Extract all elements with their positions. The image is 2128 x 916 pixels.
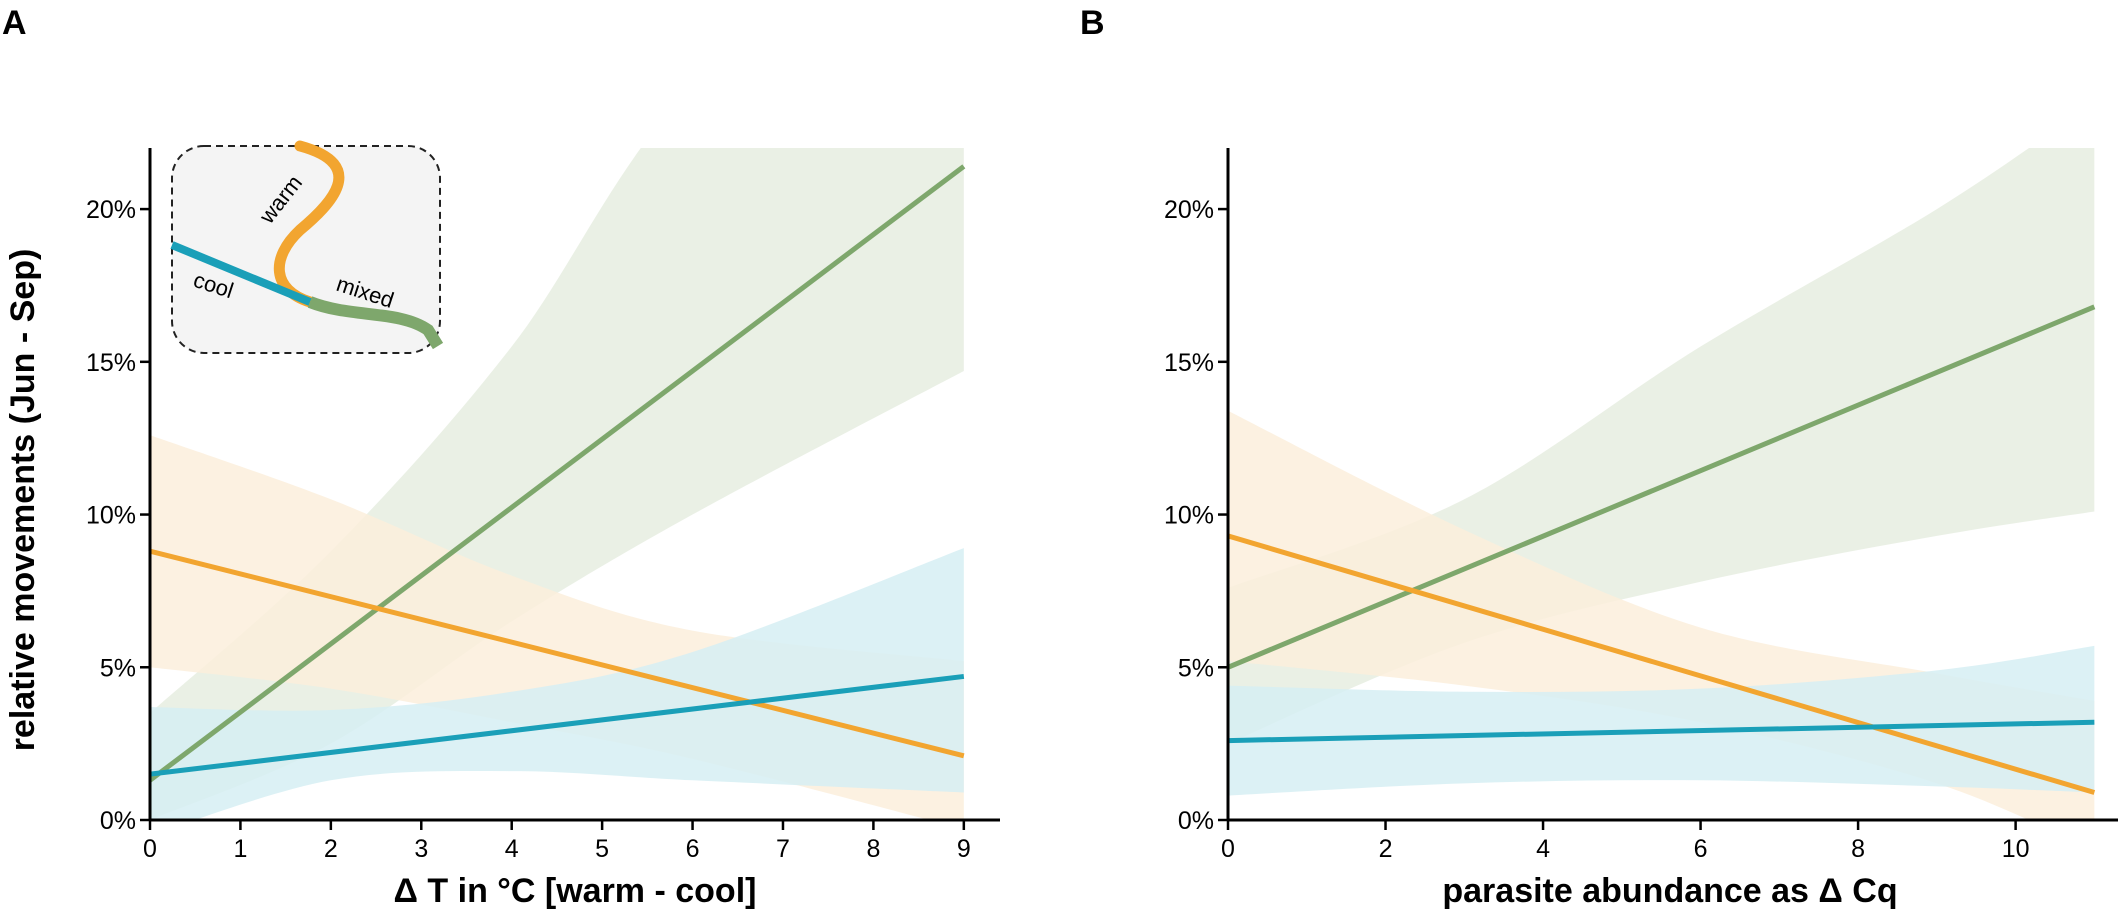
warm-stream-shape: [273, 140, 345, 308]
panel-a-y-tick-label: 0%: [100, 807, 136, 835]
panel-b-y-tick-label: 15%: [1164, 349, 1214, 377]
panel-a-y-tick-label: 10%: [86, 502, 136, 530]
panel-b-y-tick-label: 0%: [1178, 807, 1214, 835]
panel-b-cool-confidence-band: [1228, 645, 2095, 796]
panel-a-x-tick-label: 6: [686, 835, 700, 863]
panel-a-x-tick-label: 5: [595, 835, 609, 863]
panel-a-y-tick-label: 20%: [86, 196, 136, 224]
panel-b-warm-trend-line: [1228, 533, 2096, 795]
panel-a-y-tick-label: 5%: [100, 654, 136, 682]
panel-a-x-tick-label: 2: [324, 835, 338, 863]
panel-a-cool-trend-line: [150, 673, 965, 777]
panel-b-mixed-trend-line: [1228, 304, 2096, 670]
panel-a-x-tick-label: 8: [866, 835, 880, 863]
panel-a-x-tick-label: 4: [505, 835, 519, 863]
panel-letter-b: B: [1080, 4, 1105, 42]
panel-a-x-tick-label: 7: [776, 835, 790, 863]
panel-a-warm-trend-line: [150, 548, 965, 759]
panel-b-x-axis-title: parasite abundance as Δ Cq: [1442, 872, 1897, 910]
panel-a-confidence-bands: [150, 148, 964, 820]
panel-b-y-tick-label: 5%: [1178, 654, 1214, 682]
river-inset-diagram: warm cool mixed: [170, 140, 444, 354]
cool-stream-shape: [170, 241, 312, 306]
panel-a-lines: [150, 164, 966, 783]
panel-b-axes: 0% 5% 10% 15% 20% 0 2 4 6 8 10: [1164, 148, 2118, 863]
panel-b-x-tick-label: 10: [2002, 835, 2030, 863]
panel-b-x-tick-label: 4: [1536, 835, 1550, 863]
panel-a-x-tick-label: 9: [957, 835, 971, 863]
panel-a-axes: 0% 5% 10% 15% 20% 0 1 2 3 4 5 6 7 8 9: [86, 148, 1000, 863]
panel-b-x-tick-label: 8: [1851, 835, 1865, 863]
panel-b-lines: [1228, 304, 2096, 795]
panel-a-mixed-trend-line: [150, 164, 966, 783]
panel-a-x-tick-label: 3: [414, 835, 428, 863]
panel-b-cool-trend-line: [1228, 719, 2095, 744]
panel-a-y-tick-label: 15%: [86, 349, 136, 377]
panel-b-y-tick-label: 20%: [1164, 196, 1214, 224]
panel-b-x-tick-label: 0: [1221, 835, 1235, 863]
panel-b-confidence-bands: [1228, 148, 2095, 820]
panel-a-x-tick-label: 1: [233, 835, 247, 863]
panel-b-x-tick-label: 2: [1379, 835, 1393, 863]
panel-b-x-tick-label: 6: [1694, 835, 1708, 863]
panel-a-x-tick-label: 0: [143, 835, 157, 863]
y-axis-title: relative movements (Jun - Sep): [4, 249, 42, 752]
panel-b-y-tick-label: 10%: [1164, 502, 1214, 530]
mixed-stream-shape: [307, 296, 444, 350]
panel-letter-a: A: [2, 4, 27, 42]
panel-a-x-axis-title: Δ T in °C [warm - cool]: [394, 872, 757, 910]
